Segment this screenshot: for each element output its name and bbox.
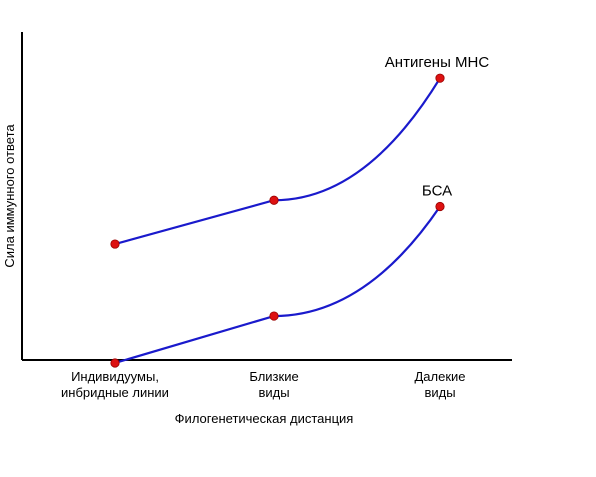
tick-layer: Индивидуумы,инбридные линииБлизкиевидыДа… (61, 369, 465, 400)
series-line-0 (114, 77, 441, 246)
y-axis-label: Сила иммунного ответа (2, 124, 17, 268)
data-point-1-0 (110, 358, 120, 368)
series-line-1 (114, 205, 441, 365)
axes (21, 32, 512, 361)
x-tick-label-2-0: Далекие (414, 369, 465, 384)
series-layer: Антигены МНС БСА (110, 54, 490, 368)
series-label-1: БСА (422, 183, 452, 200)
data-point-0-1 (269, 195, 279, 205)
x-axis-label: Филогенетическая дистанция (175, 411, 354, 426)
data-point-0-2 (435, 73, 445, 83)
x-tick-label-1-1: виды (258, 385, 289, 400)
data-point-1-2 (435, 201, 445, 212)
x-tick-label-0-1: инбридные линии (61, 385, 169, 400)
data-point-0-0 (110, 239, 120, 249)
x-tick-label-2-1: виды (424, 385, 455, 400)
x-tick-label-0-0: Индивидуумы, (71, 369, 159, 384)
x-tick-label-1-0: Близкие (249, 369, 298, 384)
data-point-1-1 (269, 311, 279, 321)
series-label-0: Антигены МНС (385, 54, 490, 71)
